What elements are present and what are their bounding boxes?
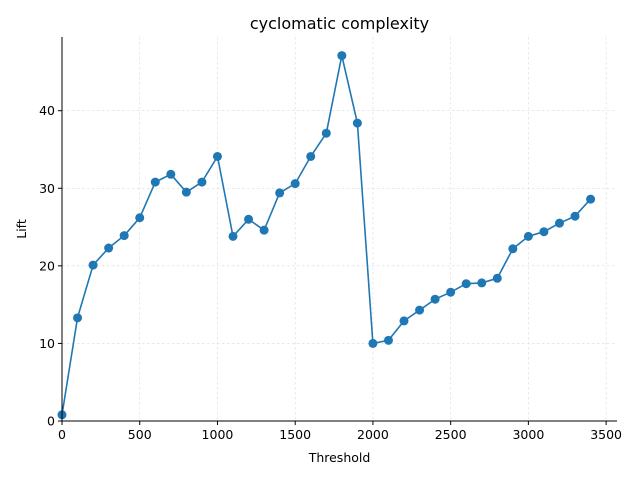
data-point [104,243,114,253]
y-tick-label: 20 [39,258,55,273]
x-tick-label: 3000 [512,427,544,442]
data-point [228,231,238,241]
data-point [88,260,98,270]
y-tick-label: 10 [39,336,55,351]
series-line [61,55,592,415]
y-tick-label: 30 [39,181,55,196]
data-point [399,316,409,326]
data-point [166,169,176,179]
y-axis-label: Lift [14,219,29,239]
data-point [492,273,502,283]
data-point [150,177,160,187]
data-point [306,151,316,161]
data-point [119,231,129,241]
ticks: 0 500 1000 1500 2000 2500 3000 3500 0 10 20 30 40 [39,103,622,442]
x-tick-label: 2500 [435,427,467,442]
data-point [523,231,533,241]
grid-lines [61,37,617,422]
x-tick-label: 500 [128,427,152,442]
data-point [259,225,269,235]
data-point [554,218,564,228]
x-tick-label: 2000 [357,427,389,442]
data-point [181,187,191,197]
x-tick-label: 1000 [202,427,234,442]
x-tick-label: 3500 [590,427,622,442]
data-point [337,51,347,61]
data-point [477,278,487,288]
data-point [368,338,378,348]
data-point [383,335,393,345]
data-point [352,118,362,128]
data-point [508,244,518,254]
data-point [586,194,596,204]
data-point [290,179,300,189]
data-point [446,287,456,297]
data-point [197,177,207,187]
data-point [461,279,471,289]
data-point [430,294,440,304]
x-tick-label: 0 [58,427,66,442]
data-point [321,128,331,138]
axes [61,37,617,422]
data-point [275,188,285,198]
data-point [135,213,145,223]
data-point [244,214,254,224]
data-point [73,313,83,323]
y-tick-label: 40 [39,103,55,118]
x-axis-label: Threshold [308,450,371,465]
chart-title: cyclomatic complexity [250,14,429,33]
y-tick-label: 0 [47,414,55,429]
series-layer [57,51,596,420]
data-point [539,227,549,237]
data-point [212,151,222,161]
data-point [570,211,580,221]
data-point [415,305,425,315]
x-tick-label: 1500 [279,427,311,442]
